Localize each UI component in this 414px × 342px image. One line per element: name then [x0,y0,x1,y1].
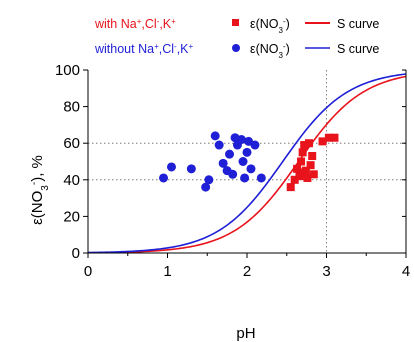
y-tick-label: 100 [55,62,80,79]
data-point-square [318,137,327,146]
data-point-square [297,157,306,166]
data-point-circle [242,147,252,157]
data-point-circle [186,164,196,174]
legend-curve-label-with: S curve [337,17,379,31]
data-point-square [300,141,309,150]
s-curve-line-3 [87,73,407,254]
legend-circle-marker [232,44,240,52]
s-curves [87,73,407,254]
data-points [159,131,339,192]
data-point-circle [246,164,256,174]
legend-condition-without: without Na+,Cl-,K+ [94,42,194,57]
y-tick-label: 80 [63,99,80,116]
data-point-circle [210,131,220,141]
data-point-circle [201,182,211,192]
tick-labels: 0 20 40 60 80 100 0 1 2 3 4 [55,62,410,280]
data-point-square [306,161,315,170]
data-point-square [324,133,333,142]
data-point-square [308,152,317,161]
grid-lines [88,70,406,253]
data-point-circle [240,173,250,183]
data-point-square [303,173,312,182]
y-tick-label: 60 [63,135,80,152]
x-tick-label: 3 [322,263,330,280]
axes [83,69,407,258]
y-tick-label: 0 [72,245,80,262]
data-point-circle [225,149,235,159]
legend-square-marker [232,19,239,26]
legend-points-label-with: ε(NO3-) [250,17,290,35]
data-point-square [309,170,318,179]
data-point-square [301,166,310,175]
data-point-square [290,175,299,184]
legend-without-ions: without Na+,Cl-,K+ ε(NO3-) S curve [94,42,379,60]
s-curve-line-2 [87,75,407,254]
data-point-circle [166,162,176,172]
data-point-circle [256,173,266,183]
data-point-circle [218,158,228,168]
data-point-square [330,133,339,142]
legend-with-ions: with Na+,Cl-,K+ ε(NO3-) S curve [94,17,379,35]
x-tick-label: 4 [402,263,410,280]
data-point-square [305,139,314,148]
data-point-square [286,183,295,192]
y-tick-label: 20 [63,208,80,225]
data-point-square [293,164,302,173]
data-point-circle [228,169,238,179]
x-tick-label: 2 [243,263,251,280]
data-point-circle [214,140,224,150]
y-axis-title: ε(NO3-), % [29,155,51,225]
x-tick-label: 1 [163,263,171,280]
data-point-square [298,148,307,157]
legend-condition-with: with Na+,Cl-,K+ [94,17,176,32]
data-point-circle [236,135,246,145]
data-point-circle [159,173,169,183]
legend-points-label-without: ε(NO3-) [250,42,290,60]
x-axis-title: pH [236,325,255,342]
legend-curve-label-without: S curve [337,42,379,56]
data-point-circle [204,175,214,185]
x-tick-label: 0 [84,263,92,280]
y-tick-label: 40 [63,172,80,189]
data-point-circle [238,157,248,166]
data-point-circle [250,140,260,150]
